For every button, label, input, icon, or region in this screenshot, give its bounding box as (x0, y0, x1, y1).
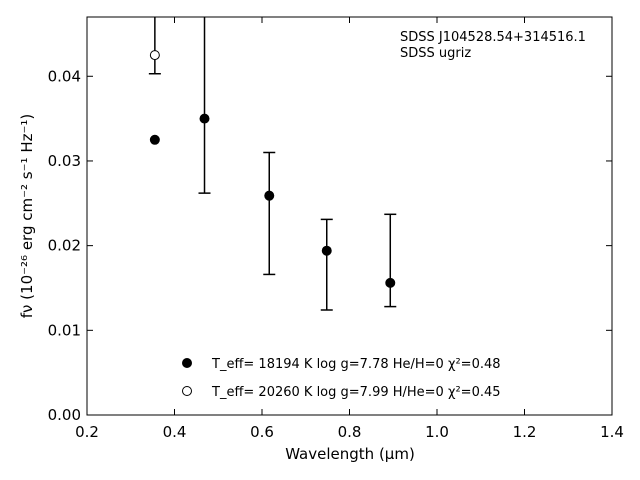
y-tick-label: 0.01 (48, 321, 81, 339)
legend: T_eff= 18194 K log g=7.78 He/H=0 χ²=0.48… (182, 357, 501, 400)
y-tick-label: 0.02 (48, 237, 81, 255)
model-point-filled (385, 277, 396, 288)
legend-marker-filled (182, 358, 192, 368)
x-tick-label: 0.4 (163, 423, 187, 441)
plot-content (148, 17, 397, 311)
model-point-filled (199, 113, 210, 124)
model-point-filled (264, 190, 275, 201)
x-tick-label: 1.2 (513, 423, 537, 441)
plot-frame (86, 16, 613, 416)
model-point-filled (149, 134, 160, 145)
axis-ticks: 0.2 0.4 0.6 0.8 1.0 1.2 1.4 0.00 0.01 0.02 0.03 0.0… (48, 17, 624, 441)
x-tick-label: 1.4 (600, 423, 624, 441)
y-axis-title: fν (10⁻²⁶ erg cm⁻² s⁻¹ Hz⁻¹) (18, 114, 36, 319)
x-tick-label: 0.6 (250, 423, 274, 441)
x-tick-label: 0.8 (338, 423, 362, 441)
y-tick-label: 0.04 (48, 67, 81, 85)
annotation-photometry: SDSS ugriz (400, 46, 471, 61)
model-point-filled (321, 245, 332, 256)
legend-marker-open (182, 386, 192, 396)
y-tick-label: 0.00 (48, 406, 81, 424)
x-tick-label: 1.0 (425, 423, 449, 441)
x-tick-label: 0.2 (75, 423, 99, 441)
legend-entry-2: T_eff= 20260 K log g=7.99 H/He=0 χ²=0.45 (211, 385, 501, 400)
y-tick-label: 0.03 (48, 152, 81, 170)
x-axis-title: Wavelength (μm) (285, 445, 415, 463)
legend-entry-1: T_eff= 18194 K log g=7.78 He/H=0 χ²=0.48 (211, 357, 501, 372)
model-point-open (149, 50, 160, 61)
annotation-object-name: SDSS J104528.54+314516.1 (400, 30, 586, 45)
